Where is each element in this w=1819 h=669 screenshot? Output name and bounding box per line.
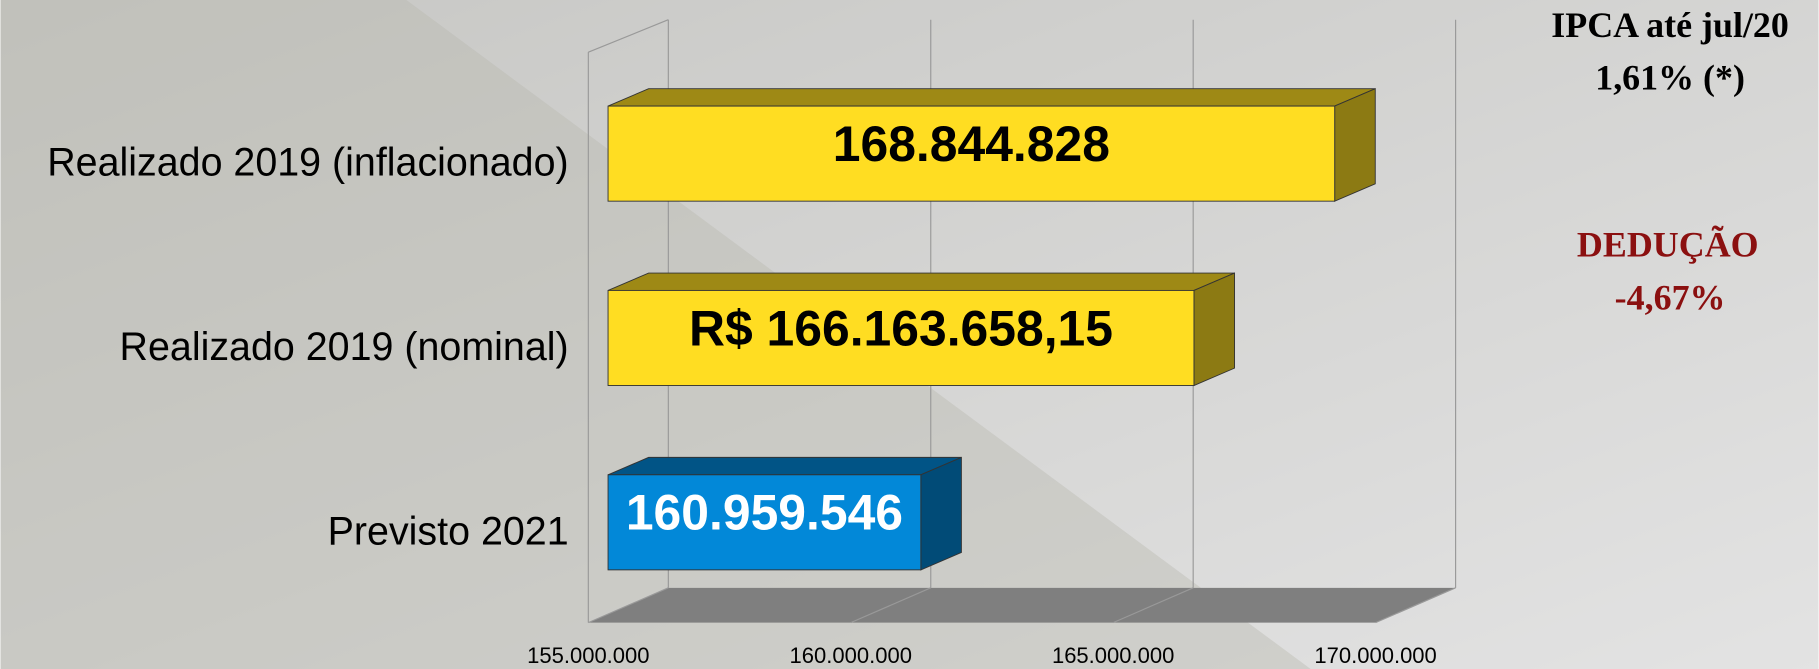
grid-line (588, 587, 669, 624)
value-label: R$ 166.163.658,15 (689, 300, 1113, 356)
bar-top (607, 456, 962, 476)
x-tick-label: 170.000.000 (1314, 643, 1436, 668)
annotation: DEDUÇÃO (1577, 224, 1759, 264)
annotation: IPCA até jul/20 (1551, 5, 1789, 45)
wall-edge (588, 19, 669, 53)
bar-top (607, 272, 1235, 291)
grid-line (1112, 587, 1194, 624)
grid-line (1375, 587, 1456, 624)
value-label: 160.959.546 (626, 485, 903, 541)
annotation: 1,61% (*) (1595, 57, 1745, 97)
bar-side (920, 456, 962, 571)
bar (607, 289, 1195, 386)
category-label: Realizado 2019 (nominal) (120, 325, 569, 369)
bar-side (1193, 272, 1236, 387)
bar (607, 474, 922, 571)
category-label: Previsto 2021 (328, 509, 569, 553)
annotation: -4,67% (1615, 278, 1726, 318)
bar (607, 105, 1336, 202)
value-label: 168.844.828 (833, 116, 1110, 172)
x-tick-label: 155.000.000 (527, 643, 649, 668)
bar-top (607, 88, 1376, 107)
grid-line (850, 587, 931, 624)
x-tick-label: 160.000.000 (790, 643, 912, 668)
plot: 155.000.000 160.000.000 165.000.000 170.000… (47, 19, 1457, 668)
x-tick-label: 165.000.000 (1052, 643, 1174, 668)
category-label: Realizado 2019 (inflacionado) (47, 141, 568, 185)
bar-side (1334, 87, 1376, 202)
floor (588, 587, 1456, 623)
